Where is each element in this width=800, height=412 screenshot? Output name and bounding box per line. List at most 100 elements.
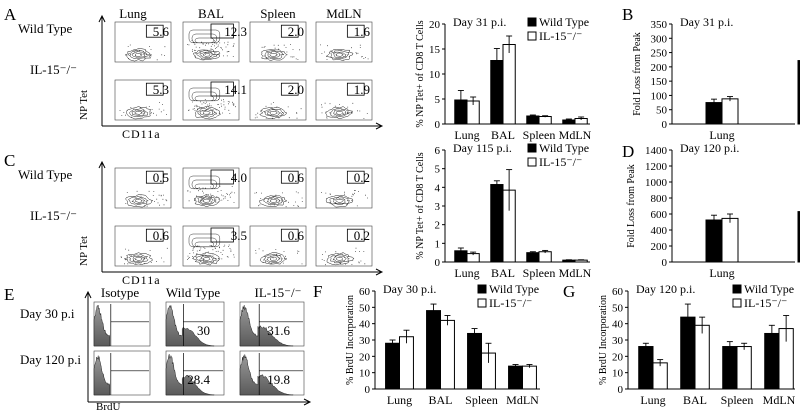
gate-percentage: 5.6 [153,24,170,39]
legend-swatch [527,31,537,41]
legend-label: IL-15⁻/⁻ [744,296,787,310]
col-header-0: Isotype [101,285,140,300]
bar-spleen-wt [526,252,540,263]
col-header-2: IL-15⁻/⁻ [255,285,302,300]
y-tick-label: 200 [651,241,668,253]
flow-C-r1-c0-gate [145,228,164,242]
y-axis-label: Fold Loss from Peak [632,32,643,116]
row-label-wild-type: Wild Type [18,21,73,36]
col-header-bal: BAL [198,6,224,21]
y-tick-label: 60 [359,286,371,298]
flow-C-x-arrow-icon [375,268,384,276]
x-axis-label: BrdU [96,401,121,412]
flow-A-r1-c2-contour-2 [266,109,282,117]
y-tick-label: 20 [359,351,371,363]
legend-swatch [477,284,487,294]
flow-C-r1-c1-contour-upper-2 [194,241,215,248]
flow-C-r1-c1-gate [210,227,234,243]
row-label-day30: Day 30 p.i [20,306,75,321]
flow-C-r0-c0-contour-0 [125,194,153,208]
flow-C-r1-c1-contour-1 [196,254,218,264]
legend-swatch [527,17,537,27]
x-tick-label: Spleen [721,393,754,407]
flow-C-r0-c0-plot-frame [114,167,172,209]
chart-title: Day 31 p.i. [680,15,733,29]
bar-bal-ko [694,324,710,390]
flow-C-r1-c0-contour-3 [134,256,143,261]
col-header-spleen: Spleen [260,6,296,21]
flow-C-r0-c2-contour-0 [259,195,288,208]
x-axis-label: CD11a [122,273,161,287]
gate-percentage: 4.0 [231,170,247,185]
flow-A-r1-c2-events [254,102,302,119]
flow-A-r0-c0-contour-3 [134,53,143,57]
chart-b: B 0 50 100 150 200 250 300 350 Fold Loss from Pea… [622,5,800,142]
y-tick-label: 60 [612,286,624,298]
bar-lung-wt [705,219,723,263]
flow-C-y-arrow-icon [98,160,106,169]
gate-percentage: 0.6 [288,170,305,185]
legend-swatch [732,284,742,294]
flow-C-r1-c1-events [187,244,235,262]
bar-bal-wt [797,60,800,125]
hist-r1-c1-histogram [165,354,215,396]
gate-percentage: 2.0 [288,24,304,39]
flow-C-r0-c0-events [125,190,168,207]
flow-A-r1-c0-contour-3 [134,111,143,115]
x-axis-label: CD11a [122,127,161,141]
row-label-day120: Day 120 p.i [20,352,81,367]
gate-percentage: 3.5 [231,228,247,243]
panel-letter-G: G [563,282,575,301]
y-tick-label: 350 [651,19,668,31]
chart-title: Day 31 p.i. [453,15,506,29]
bar-spleen-wt [722,346,738,390]
gate-percentage: 5.3 [153,82,169,97]
legend-label: IL-15⁻/⁻ [539,29,582,43]
y-axis-label: NP Tet [78,90,90,120]
flow-C-r1-c3-plot-frame [315,225,373,267]
flow-A-r1-c0-contour-0 [126,106,153,120]
chart-title: Day 120 p.i. [680,141,739,155]
y-tick-label: 0 [618,384,624,396]
y-tick-label: 20 [429,19,441,31]
flow-C-r0-c3-contour-0 [325,195,354,208]
flow-A-r1-c0-events [119,102,167,118]
y-tick-label: 15 [429,44,441,56]
panel-letter-F: F [313,282,322,301]
flow-A-r0-c3-contour-3 [335,52,344,57]
flow-C-r1-c3-contour-0 [326,252,355,266]
flow-A-r0-c2-contour-3 [269,53,279,57]
flow-C-r0-c1-contour-upper-2 [194,183,215,190]
y-tick-label: 0 [365,384,371,396]
flow-C-r0-c1-events [187,185,235,203]
y-tick-label: 1400 [645,145,668,157]
flow-C-r1-c3-contour-3 [335,256,343,261]
y-tick-label: 1 [435,238,441,250]
flow-C-r1-c3-gate [346,228,365,242]
flow-A-r0-c3-events [320,44,369,61]
gate-percentage: 0.6 [288,228,305,243]
y-tick-label: 0 [435,257,441,269]
panel-letter-C: C [4,151,15,170]
flow-A-r1-c3-contour-3 [335,110,344,115]
flow-A-r0-c3-contour-2 [332,51,347,58]
flow-A-r1-c1-contour-3 [202,110,211,115]
y-axis-label: NP Tet [78,236,90,266]
gate-percentage: 0.2 [354,228,370,243]
flow-A-r1-c2-gate [280,82,299,96]
flow-C-r1-c0-contour-0 [123,252,153,265]
x-tick-label: Lung [640,393,665,407]
x-tick-label: MdLN [763,393,796,407]
y-tick-label: 0 [435,119,441,131]
bar-mdln-ko [522,365,537,390]
y-tick-label: 2 [435,220,441,232]
y-tick-label: 50 [359,302,371,314]
flow-C-r0-c1-contour-0 [194,194,221,207]
flow-E-y-arrow-icon [84,290,92,299]
y-axis-label: % NP Tet+ of CD8 T Cells [415,20,426,127]
y-tick-label: 50 [656,105,668,117]
flow-C-r0-c3-contour-3 [335,198,345,203]
